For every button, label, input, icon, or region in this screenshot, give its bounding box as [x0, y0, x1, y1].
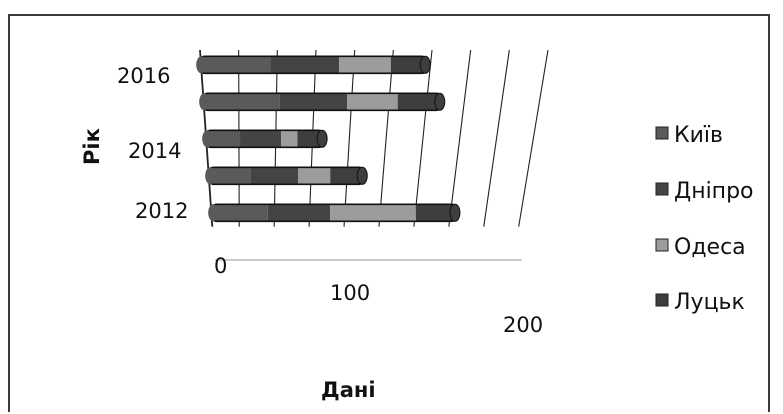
bar-cap — [205, 167, 216, 185]
bar-cap — [196, 56, 207, 74]
bars — [196, 55, 461, 223]
legend-label-dnipro: Дніпро — [674, 179, 754, 204]
bar-cap — [356, 166, 368, 185]
bar-segment — [279, 93, 348, 111]
legend: Київ Дніпро Одеса Луцьк — [655, 123, 754, 315]
gridline — [378, 49, 394, 227]
legend-label-odesa: Одеса — [674, 235, 746, 260]
bar-cap — [208, 204, 219, 222]
bar-segment — [207, 130, 241, 148]
gridline — [343, 49, 356, 227]
bar-segment — [250, 167, 299, 185]
bar-segment — [397, 93, 440, 111]
bar-segment — [267, 204, 331, 222]
bar-cap — [434, 92, 446, 111]
bar-segment — [297, 130, 323, 148]
legend-label-lutsk: Луцьк — [674, 290, 745, 315]
gridline — [413, 49, 433, 227]
bar-cap — [449, 203, 461, 222]
y-tick-label: 2014 — [128, 139, 181, 163]
y-axis-title: Рік — [80, 128, 104, 165]
bar-cap — [202, 130, 213, 148]
y-tick-label: 2012 — [135, 199, 188, 223]
bar-segment — [415, 204, 455, 222]
bar-segment — [270, 56, 340, 74]
bar-cap — [199, 93, 210, 111]
x-axis-title: Дані — [321, 378, 376, 402]
bar-cap — [316, 129, 328, 148]
y-tick-label: 2016 — [117, 64, 170, 88]
bar-segment — [210, 167, 251, 185]
legend-swatch-kyiv — [655, 126, 669, 140]
bar-segment — [213, 204, 268, 222]
bar-segment — [201, 56, 271, 74]
bar-segment — [298, 167, 331, 185]
chart-frame — [8, 14, 770, 412]
legend-swatch-odesa — [655, 238, 669, 252]
x-tick-label: 100 — [330, 281, 370, 305]
x-tick-label: 0 — [214, 254, 227, 278]
legend-label-kyiv: Київ — [674, 123, 723, 148]
bar-segment — [330, 167, 363, 185]
bar-segment — [204, 93, 280, 111]
bar-cap — [419, 55, 431, 74]
gridline — [483, 49, 510, 227]
gridline — [518, 49, 549, 227]
legend-swatch-lutsk — [655, 293, 669, 307]
bar-segment — [240, 130, 282, 148]
bar-segment — [390, 56, 426, 74]
x-tick-label: 200 — [503, 313, 543, 337]
bar-segment — [339, 56, 391, 74]
bar-segment — [330, 204, 416, 222]
bar-segment — [281, 130, 298, 148]
gridlines — [199, 49, 549, 261]
bar-segment — [347, 93, 398, 111]
legend-swatch-dnipro — [655, 182, 669, 196]
gridline — [448, 49, 472, 227]
